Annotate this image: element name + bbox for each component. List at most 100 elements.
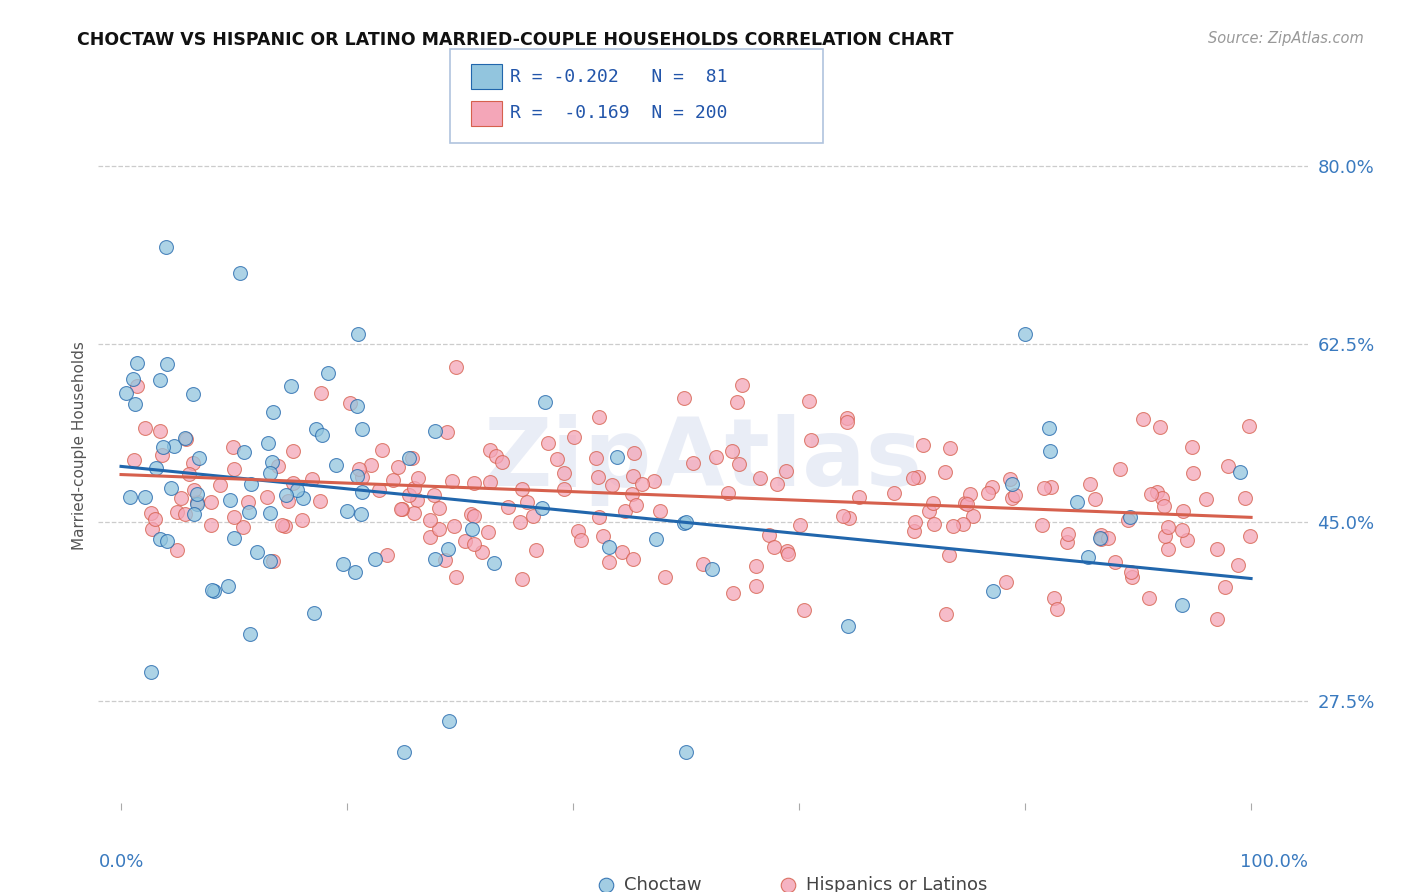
Point: [454, 534, 477, 549]
Point: [1137, 591, 1160, 606]
Point: [567, 524, 589, 538]
Point: [524, 543, 547, 558]
Point: [398, 488, 420, 502]
Point: [262, 405, 284, 419]
Point: [360, 458, 382, 472]
Point: [621, 551, 644, 566]
Point: [219, 492, 242, 507]
Point: [463, 509, 485, 524]
Point: [259, 506, 281, 520]
Point: [1180, 440, 1202, 454]
Point: [1171, 598, 1194, 612]
Point: [1170, 523, 1192, 537]
Point: [717, 486, 740, 500]
Point: [922, 496, 945, 510]
Point: [725, 394, 748, 409]
Text: ZipAtlas: ZipAtlas: [484, 414, 922, 507]
Point: [848, 490, 870, 504]
Point: [588, 409, 610, 424]
Point: [745, 559, 768, 574]
Point: [121, 372, 143, 386]
Point: [423, 488, 446, 502]
Point: [232, 520, 254, 534]
Point: [406, 493, 429, 508]
Point: [1046, 601, 1069, 615]
Point: [387, 460, 409, 475]
Point: [675, 745, 697, 759]
Point: [277, 493, 299, 508]
Point: [224, 531, 246, 545]
Point: [124, 453, 146, 467]
Point: [301, 472, 323, 486]
Point: [443, 519, 465, 533]
Point: [621, 487, 644, 501]
Point: [758, 528, 780, 542]
Point: [1153, 529, 1175, 543]
Point: [1234, 491, 1257, 505]
Point: [406, 471, 429, 485]
Point: [401, 451, 423, 466]
Point: [350, 507, 373, 521]
Point: [398, 451, 420, 466]
Point: [166, 505, 188, 519]
Point: [673, 391, 696, 405]
Point: [246, 545, 269, 559]
Point: [509, 515, 531, 529]
Point: [221, 440, 243, 454]
Point: [186, 494, 208, 508]
Point: [281, 476, 304, 491]
Point: [588, 509, 610, 524]
Point: [346, 469, 368, 483]
Point: [904, 515, 927, 529]
Point: [166, 543, 188, 558]
Point: [217, 578, 239, 592]
Point: [259, 553, 281, 567]
Point: [835, 410, 858, 425]
Point: [1132, 411, 1154, 425]
Point: [723, 586, 745, 600]
Point: [531, 500, 554, 515]
Point: [1090, 533, 1112, 547]
Point: [602, 478, 624, 492]
Point: [291, 513, 314, 527]
Point: [1066, 495, 1088, 509]
Point: [1226, 558, 1249, 572]
Point: [1031, 517, 1053, 532]
Point: [1218, 458, 1240, 473]
Point: [134, 421, 156, 435]
Point: [285, 483, 308, 497]
Point: [1213, 580, 1236, 594]
Point: [749, 471, 772, 485]
Point: [1109, 461, 1132, 475]
Point: [463, 537, 485, 551]
Point: [918, 504, 941, 518]
Point: [257, 435, 280, 450]
Point: [793, 603, 815, 617]
Point: [911, 438, 934, 452]
Point: [381, 473, 404, 487]
Point: [461, 522, 484, 536]
Point: [610, 545, 633, 559]
Point: [444, 360, 467, 375]
Point: [1206, 612, 1229, 626]
Point: [702, 562, 724, 576]
Point: [883, 486, 905, 500]
Point: [598, 540, 620, 554]
Point: [613, 504, 636, 518]
Point: [977, 485, 1000, 500]
Text: R =  -0.169  N = 200: R = -0.169 N = 200: [510, 104, 728, 122]
Point: [1195, 492, 1218, 507]
Point: [1119, 510, 1142, 524]
Point: [339, 396, 361, 410]
Point: [1149, 419, 1171, 434]
Point: [149, 373, 172, 387]
Point: [922, 516, 945, 531]
Point: [202, 583, 225, 598]
Point: [262, 553, 284, 567]
Point: [259, 467, 281, 481]
Point: [347, 326, 370, 341]
Point: [516, 494, 538, 508]
Point: [776, 547, 799, 561]
Point: [371, 443, 394, 458]
Point: [1182, 466, 1205, 480]
